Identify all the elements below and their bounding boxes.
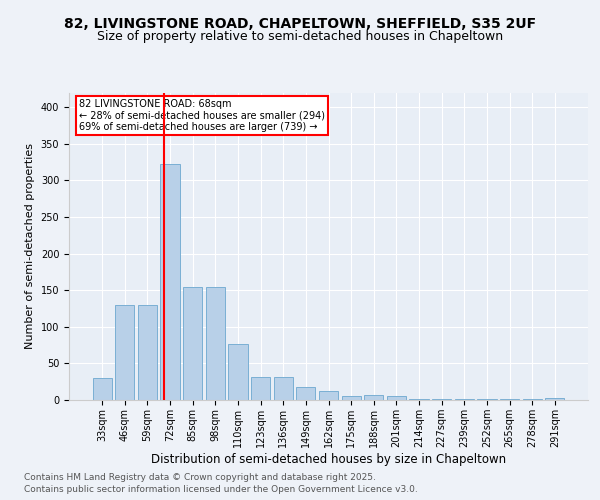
Bar: [251, 376, 270, 400]
Bar: [92, 378, 112, 400]
Bar: [319, 391, 338, 400]
Bar: [341, 396, 361, 400]
Bar: [545, 398, 565, 400]
Bar: [296, 387, 316, 400]
Bar: [183, 286, 202, 400]
Text: 82 LIVINGSTONE ROAD: 68sqm
← 28% of semi-detached houses are smaller (294)
69% o: 82 LIVINGSTONE ROAD: 68sqm ← 28% of semi…: [79, 98, 325, 132]
Bar: [364, 395, 383, 400]
X-axis label: Distribution of semi-detached houses by size in Chapeltown: Distribution of semi-detached houses by …: [151, 452, 506, 466]
Text: Contains HM Land Registry data © Crown copyright and database right 2025.: Contains HM Land Registry data © Crown c…: [24, 472, 376, 482]
Bar: [160, 164, 180, 400]
Text: Contains public sector information licensed under the Open Government Licence v3: Contains public sector information licen…: [24, 485, 418, 494]
Text: Size of property relative to semi-detached houses in Chapeltown: Size of property relative to semi-detach…: [97, 30, 503, 43]
Bar: [115, 305, 134, 400]
Text: 82, LIVINGSTONE ROAD, CHAPELTOWN, SHEFFIELD, S35 2UF: 82, LIVINGSTONE ROAD, CHAPELTOWN, SHEFFI…: [64, 18, 536, 32]
Bar: [138, 305, 157, 400]
Bar: [206, 286, 225, 400]
Bar: [229, 344, 248, 400]
Y-axis label: Number of semi-detached properties: Number of semi-detached properties: [25, 143, 35, 349]
Bar: [274, 376, 293, 400]
Bar: [387, 396, 406, 400]
